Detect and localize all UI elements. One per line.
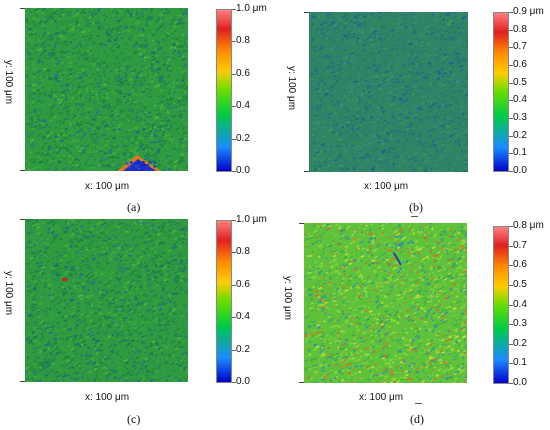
colorbar-tick (509, 284, 513, 286)
colorbar (216, 9, 232, 172)
colorbar-tick (509, 226, 513, 227)
colorbar-label: 1.0 μm (236, 3, 267, 14)
colorbar-label: 0.7 (513, 239, 527, 251)
y-axis-tick (20, 219, 25, 220)
colorbar-tick (509, 383, 513, 384)
colorbar-label: 0.0 (236, 165, 250, 176)
colorbar-label: 0.1 (513, 147, 527, 159)
colorbar-tick (509, 29, 513, 31)
colorbar-label: 0.3 (513, 112, 527, 123)
x-axis-label: x: 100 μm (85, 181, 130, 192)
y-axis-label: y: 100 μm (282, 276, 293, 321)
colorbar-tick (509, 343, 513, 345)
colorbar-tick (509, 171, 513, 172)
colorbar-label: 0.0 (236, 376, 250, 387)
colorbar (216, 220, 232, 383)
colorbar-label: 0.6 (236, 278, 250, 290)
y-axis-tick (20, 381, 25, 382)
colorbar-tick (509, 47, 513, 49)
colorbar-tick (509, 100, 513, 102)
panel-caption: (a) (127, 200, 141, 214)
y-axis-tick (304, 12, 309, 13)
colorbar-label: 0.8 (236, 35, 250, 47)
x-axis-label: x: 100 μm (359, 392, 404, 403)
colorbar-label: 0.4 (236, 311, 250, 323)
colorbar (493, 226, 509, 384)
y-axis-label: y: 100 μm (3, 271, 14, 316)
y-axis-label: y: 100 μm (3, 60, 14, 105)
colorbar-tick (509, 153, 513, 155)
colorbar-tick (232, 106, 236, 108)
colorbar-label: 0.2 (513, 337, 527, 349)
height-map-a (25, 8, 188, 171)
colorbar-label: 0.4 (236, 100, 250, 112)
x-axis-label: x: 100 μm (364, 181, 409, 192)
y-axis-tick (20, 170, 25, 171)
colorbar-tick (509, 118, 513, 119)
colorbar-tick (232, 41, 236, 43)
colorbar-tick (232, 220, 236, 221)
colorbar-label: 0.2 (236, 132, 250, 144)
colorbar-label: 1.0 μm (236, 214, 267, 225)
colorbar-label: 0.8 (236, 246, 250, 258)
colorbar-tick (232, 252, 236, 254)
colorbar-label: 0.0 (513, 165, 527, 176)
colorbar-label: 0.9 μm (513, 6, 544, 17)
colorbar-tick (232, 73, 236, 75)
colorbar-label: 0.6 (513, 59, 527, 70)
colorbar-label: 0.6 (236, 67, 250, 79)
colorbar-tick (232, 284, 236, 286)
colorbar-label: 0.6 (513, 259, 527, 271)
colorbar-tick (232, 349, 236, 351)
panel-caption: (c) (127, 412, 141, 426)
colorbar-tick (509, 324, 513, 326)
colorbar-tick (509, 12, 513, 13)
colorbar-label: 0.8 (513, 23, 527, 35)
height-map-c (25, 219, 188, 382)
colorbar-tick (509, 304, 513, 306)
height-map-d (304, 223, 467, 383)
y-axis-tick (20, 8, 25, 9)
colorbar-label: 0.2 (513, 129, 527, 141)
colorbar (493, 12, 509, 172)
height-map-b (309, 12, 468, 172)
colorbar-label: 0.8 μm (513, 220, 544, 231)
colorbar-label: 0.1 (513, 357, 527, 369)
scale-mark (411, 216, 418, 217)
colorbar-tick (509, 363, 513, 365)
colorbar-tick (232, 138, 236, 140)
colorbar-tick (232, 171, 236, 172)
colorbar-label: 0.5 (513, 76, 527, 88)
colorbar-tick (509, 265, 513, 267)
colorbar-tick (509, 245, 513, 247)
y-axis-tick (299, 223, 304, 224)
colorbar-tick (232, 9, 236, 10)
colorbar-label: 0.4 (513, 94, 527, 106)
colorbar-label: 0.5 (513, 278, 527, 290)
y-axis-tick (299, 382, 304, 383)
colorbar-tick (509, 65, 513, 66)
colorbar-tick (232, 382, 236, 383)
x-axis-label: x: 100 μm (85, 392, 130, 403)
colorbar-label: 0.3 (513, 318, 527, 330)
scale-mark (415, 403, 422, 404)
colorbar-tick (509, 82, 513, 84)
colorbar-label: 0.7 (513, 41, 527, 53)
colorbar-label: 0.0 (513, 377, 527, 388)
colorbar-label: 0.2 (236, 343, 250, 355)
colorbar-tick (232, 317, 236, 319)
colorbar-label: 0.4 (513, 298, 527, 310)
y-axis-label: y: 100 μm (286, 66, 297, 111)
panel-caption: (d) (410, 412, 424, 426)
y-axis-tick (304, 171, 309, 172)
panel-caption: (b) (409, 200, 423, 214)
colorbar-tick (509, 135, 513, 137)
